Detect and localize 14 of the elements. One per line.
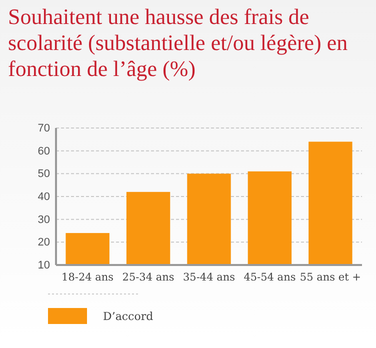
y-tick-label: 60 — [38, 145, 50, 158]
y-tick-label: 70 — [38, 122, 50, 135]
y-tick-label: 30 — [38, 214, 50, 226]
y-tick-label: 20 — [38, 236, 50, 249]
y-tick-label: 40 — [38, 191, 50, 204]
x-tick-label: 55 ans et + — [300, 271, 361, 284]
chart-title: Souhaitent une hausse des frais de scolarité (substantielle et/ou légère) en fonction de l’âge (%) — [8, 4, 348, 81]
x-tick-label: 35-44 ans — [182, 271, 236, 284]
x-tick-label: 18-24 ans — [62, 271, 114, 284]
legend-label: D’accord — [103, 310, 154, 323]
y-tick-label: 10 — [38, 260, 50, 272]
x-tick-label: 45-54 ans — [244, 271, 296, 284]
x-tick-label: 25-34 ans — [122, 271, 174, 284]
y-tick-label: 50 — [38, 168, 50, 180]
